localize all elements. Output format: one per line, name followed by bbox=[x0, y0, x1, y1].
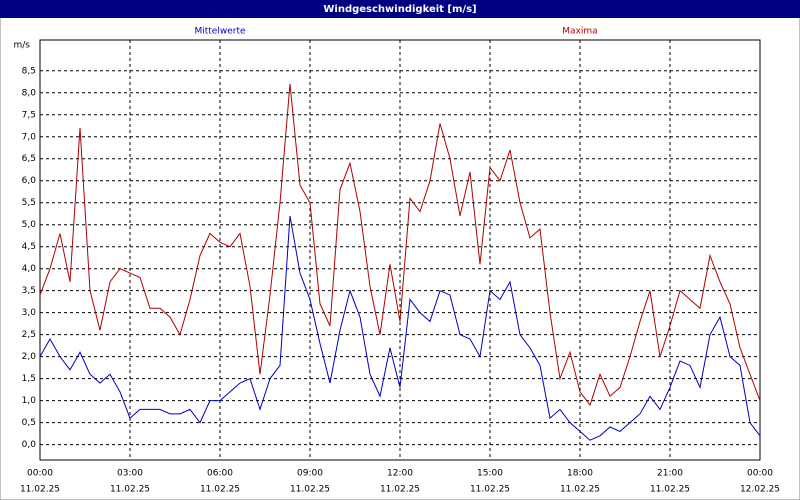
x-tick-date: 11.02.25 bbox=[200, 485, 240, 495]
x-tick-date: 12.02.25 bbox=[740, 485, 780, 495]
y-unit: m/s bbox=[14, 41, 31, 51]
x-tick-label: 12:00 bbox=[387, 469, 413, 479]
legend-label: Maxima bbox=[562, 27, 597, 37]
y-tick-label: 6,0 bbox=[22, 176, 37, 186]
x-tick-date: 11.02.25 bbox=[20, 485, 60, 495]
y-tick-label: 0,5 bbox=[22, 418, 36, 428]
x-tick-label: 18:00 bbox=[567, 469, 593, 479]
x-tick-date: 11.02.25 bbox=[290, 485, 330, 495]
y-tick-label: 4,5 bbox=[22, 242, 36, 252]
y-tick-label: 8,5 bbox=[22, 66, 36, 76]
x-tick-label: 03:00 bbox=[117, 469, 143, 479]
legend-label: Mittelwerte bbox=[194, 27, 245, 37]
x-tick-date: 11.02.25 bbox=[470, 485, 510, 495]
x-tick-date: 11.02.25 bbox=[380, 485, 420, 495]
x-tick-label: 09:00 bbox=[297, 469, 323, 479]
y-tick-label: 7,0 bbox=[22, 132, 37, 142]
chart-title: Windgeschwindigkeit [m/s] bbox=[323, 4, 476, 15]
y-tick-label: 3,0 bbox=[22, 308, 37, 318]
y-tick-label: 5,0 bbox=[22, 220, 37, 230]
y-tick-label: 5,5 bbox=[22, 198, 36, 208]
x-tick-date: 11.02.25 bbox=[560, 485, 600, 495]
x-tick-label: 15:00 bbox=[477, 469, 503, 479]
y-tick-label: 0,0 bbox=[22, 440, 37, 450]
y-tick-label: 1,0 bbox=[22, 396, 37, 406]
y-tick-label: 7,5 bbox=[22, 110, 36, 120]
x-tick-date: 11.02.25 bbox=[650, 485, 690, 495]
series-line bbox=[39, 215, 761, 441]
x-tick-label: 06:00 bbox=[207, 469, 233, 479]
y-tick-label: 6,5 bbox=[22, 154, 36, 164]
x-tick-date: 11.02.25 bbox=[110, 485, 150, 495]
x-tick-label: 21:00 bbox=[657, 469, 683, 479]
y-tick-label: 1,5 bbox=[22, 374, 36, 384]
y-tick-label: 8,0 bbox=[22, 88, 37, 98]
x-tick-label: 00:00 bbox=[27, 469, 53, 479]
y-tick-label: 2,5 bbox=[22, 330, 36, 340]
title-bar bbox=[0, 0, 800, 18]
y-tick-label: 4,0 bbox=[22, 264, 37, 274]
y-tick-label: 2,0 bbox=[22, 352, 37, 362]
x-tick-label: 00:00 bbox=[747, 469, 773, 479]
series-line bbox=[39, 83, 761, 407]
y-tick-label: 3,5 bbox=[22, 286, 36, 296]
